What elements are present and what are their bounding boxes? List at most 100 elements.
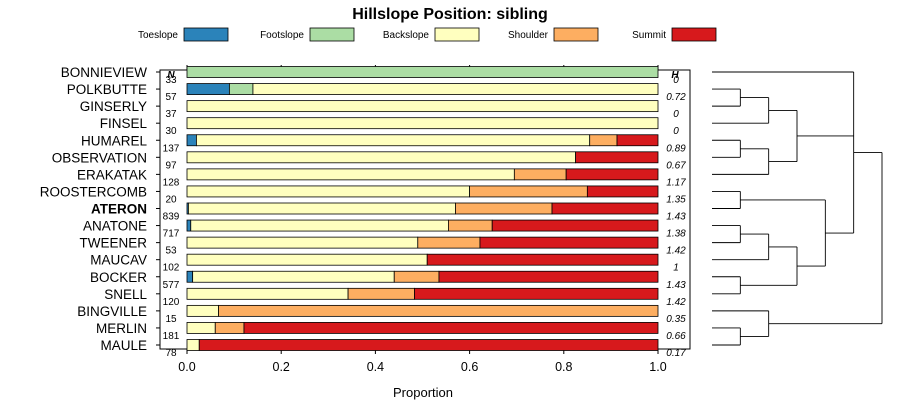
- bar-segment-backslope: [186, 236, 419, 249]
- legend-label-footslope: Footslope: [260, 30, 304, 41]
- bar-segment-shoulder: [218, 304, 659, 317]
- bar-segment-summit: [575, 151, 659, 164]
- n-value: 37: [165, 109, 177, 120]
- n-value: 128: [163, 177, 180, 188]
- bar-segment-summit: [565, 168, 659, 181]
- bar-segment-shoulder: [589, 134, 618, 147]
- n-value: 53: [165, 246, 177, 257]
- h-value: 1.17: [666, 177, 686, 188]
- n-value: 137: [163, 143, 180, 154]
- x-tick-label: 0.6: [461, 360, 478, 374]
- bar-segment-summit: [479, 236, 659, 249]
- legend-swatch-backslope: [434, 27, 480, 42]
- category-label: TWEENER: [80, 236, 148, 251]
- bar-segment-shoulder: [417, 236, 481, 249]
- n-value: 102: [163, 263, 180, 274]
- bar-segment-summit: [491, 219, 659, 232]
- n-column-header: N: [167, 70, 175, 81]
- bar-segment-summit: [198, 339, 659, 351]
- bar-segment-backslope: [186, 117, 659, 130]
- bar-segment-shoulder: [393, 270, 440, 283]
- h-value: 0.72: [666, 92, 686, 103]
- bar-segment-backslope: [192, 270, 395, 283]
- category-label: OBSERVATION: [52, 150, 147, 165]
- bar-segment-toeslope: [186, 134, 197, 147]
- h-value: 0.67: [666, 160, 686, 171]
- category-label: BOCKER: [90, 270, 147, 285]
- chart-title: Hillslope Position: sibling: [352, 6, 548, 23]
- x-tick-label: 0.4: [367, 360, 384, 374]
- bar-segment-summit: [426, 253, 659, 266]
- h-value: 1.43: [666, 280, 686, 291]
- category-label: BINGVILLE: [77, 304, 147, 319]
- x-tick-label: 0.0: [178, 360, 195, 374]
- bar-segment-shoulder: [455, 202, 553, 215]
- legend-label-shoulder: Shoulder: [508, 30, 549, 41]
- n-value: 15: [165, 314, 177, 325]
- bar-segment-backslope: [186, 168, 515, 181]
- h-value: 0.89: [666, 143, 686, 154]
- h-value: 0.35: [666, 314, 686, 325]
- bar-segment-backslope: [190, 219, 449, 232]
- category-label: MAULE: [100, 338, 147, 353]
- bar-segment-backslope: [186, 304, 219, 317]
- category-label: MERLIN: [96, 321, 147, 336]
- n-value: 57: [165, 92, 177, 103]
- bar-segment-toeslope: [186, 83, 230, 95]
- x-tick-label: 0.2: [273, 360, 290, 374]
- n-value: 181: [163, 331, 180, 342]
- bar-segment-toeslope: [186, 219, 192, 232]
- n-value: 839: [163, 212, 180, 223]
- category-label: FINSEL: [100, 116, 148, 131]
- bar-segment-backslope: [186, 322, 216, 334]
- bar-segment-backslope: [196, 134, 591, 147]
- n-value: 97: [165, 160, 177, 171]
- legend-swatch-shoulder: [553, 27, 599, 42]
- category-label: ANATONE: [83, 219, 147, 234]
- bar-segment-summit: [243, 322, 659, 334]
- dendrogram: [712, 71, 883, 346]
- x-axis-label: Proportion: [393, 385, 453, 400]
- n-value: 33: [165, 75, 177, 86]
- bar-segment-summit: [616, 134, 659, 147]
- legend: Toeslope Footslope Backslope Shoulder Summit: [138, 27, 717, 42]
- h-value: 0.17: [666, 348, 686, 359]
- bar-segment-shoulder: [513, 168, 567, 181]
- bar-segment-summit: [586, 185, 659, 198]
- bar-segment-summit: [414, 287, 659, 300]
- h-value: 1.38: [666, 229, 686, 240]
- bar-segment-summit: [438, 270, 659, 283]
- h-value: 1.42: [666, 246, 686, 257]
- category-label: POLKBUTTE: [67, 82, 147, 97]
- bar-segment-footslope: [186, 66, 659, 78]
- bar-segment-backslope: [186, 185, 471, 198]
- h-value: 1: [673, 263, 679, 274]
- legend-label-toeslope: Toeslope: [138, 30, 178, 41]
- h-column-header: H: [671, 70, 679, 81]
- category-label: SNELL: [104, 287, 147, 302]
- h-value: 0: [673, 109, 679, 120]
- bar-segment-summit: [551, 202, 659, 215]
- bar-segment-backslope: [186, 339, 200, 351]
- legend-swatch-toeslope: [183, 27, 229, 42]
- x-tick-label: 0.8: [555, 360, 572, 374]
- category-label: ROOSTERCOMB: [40, 184, 147, 199]
- bar-segment-backslope: [186, 100, 659, 113]
- bar-segment-footslope: [228, 83, 254, 95]
- bar-segment-backslope: [186, 151, 576, 164]
- n-value: 577: [163, 280, 180, 291]
- h-value: 0: [673, 75, 679, 86]
- category-label: ATERON: [91, 202, 147, 217]
- h-value: 0.66: [666, 331, 686, 342]
- bar-segment-shoulder: [448, 219, 493, 232]
- bar-segment-shoulder: [214, 322, 245, 334]
- h-value: 1.35: [666, 194, 686, 205]
- category-label: GINSERLY: [80, 99, 147, 114]
- bar-segment-backslope: [186, 253, 428, 266]
- category-label: BONNIEVIEW: [61, 65, 148, 80]
- bar-segment-toeslope: [186, 270, 194, 283]
- category-label: HUMAREL: [81, 133, 148, 148]
- legend-swatch-footslope: [309, 27, 355, 42]
- category-label: ERAKATAK: [77, 167, 147, 182]
